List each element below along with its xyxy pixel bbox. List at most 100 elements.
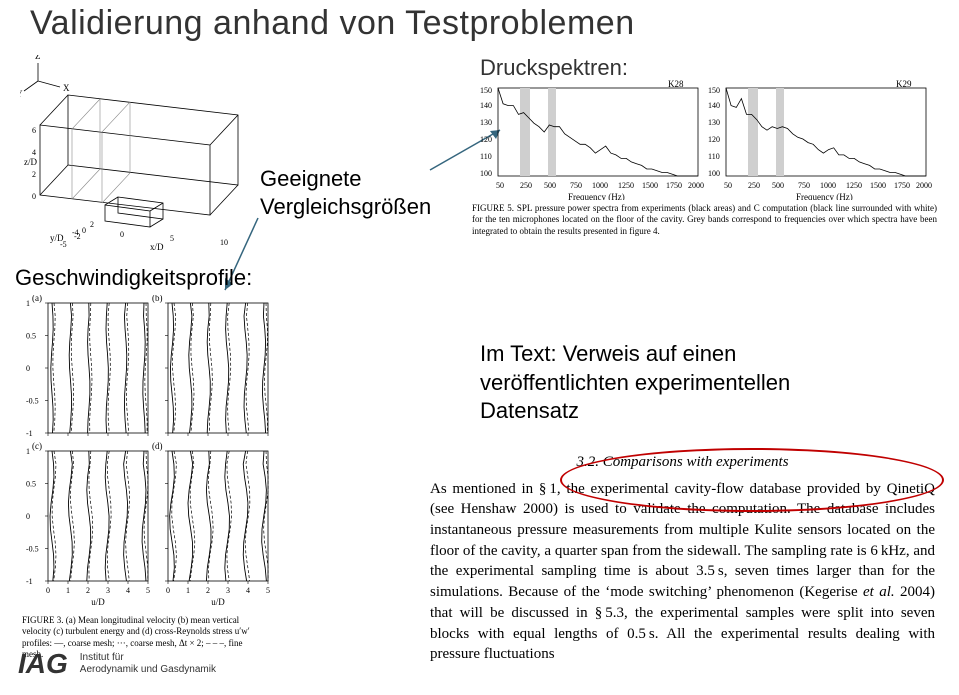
spectra-left-label: K28 — [668, 80, 684, 89]
svg-text:4: 4 — [246, 586, 250, 595]
svg-text:0: 0 — [26, 512, 30, 521]
svg-text:250: 250 — [520, 181, 532, 190]
svg-text:500: 500 — [772, 181, 784, 190]
svg-text:-1: -1 — [26, 577, 33, 586]
svg-text:5: 5 — [146, 586, 150, 595]
svg-text:1250: 1250 — [618, 181, 634, 190]
svg-text:100: 100 — [480, 169, 492, 178]
geom-ztick-0: 0 — [32, 192, 36, 201]
svg-text:u/D: u/D — [91, 597, 105, 607]
svg-text:z/D: z/D — [20, 509, 22, 522]
svg-text:-0.5: -0.5 — [26, 545, 39, 554]
svg-text:0.5: 0.5 — [26, 480, 36, 489]
svg-text:(d): (d) — [152, 441, 163, 451]
svg-text:0: 0 — [46, 586, 50, 595]
iag-text: Institut für Aerodynamik und Gasdynamik — [80, 652, 216, 677]
svg-text:140: 140 — [480, 101, 492, 110]
svg-text:(a): (a) — [32, 295, 42, 303]
svg-text:1: 1 — [26, 299, 30, 308]
geometry-figure: X Y Z 6 4 2 0 z/D -4 0 — [20, 55, 270, 250]
geom-ytick-n2: -2 — [74, 232, 81, 241]
svg-text:0: 0 — [166, 586, 170, 595]
svg-text:1750: 1750 — [666, 181, 682, 190]
svg-text:1500: 1500 — [642, 181, 658, 190]
spectra-xlabel-left: Frequency (Hz) — [568, 192, 625, 200]
svg-text:1: 1 — [26, 447, 30, 456]
label-geeignete: Geeignete Vergleichsgrößen — [260, 165, 431, 220]
profiles-figure: (a) -1 -0.5 0 0.5 1 z/D (b) (c) -1 -0.5 0 0.5 1 z/D 0 1 2… — [20, 295, 280, 615]
footer-iag: IAG Institut für Aerodynamik und Gasdyna… — [18, 648, 216, 680]
svg-text:150: 150 — [480, 86, 492, 95]
svg-text:1250: 1250 — [846, 181, 862, 190]
slide-root: Validierung anhand von Testproblemen Dru… — [0, 0, 959, 695]
hint-line-1: Im Text: Verweis auf einen — [480, 341, 736, 366]
svg-text:5: 5 — [266, 586, 270, 595]
label-profiles: Geschwindigkeitsprofile: — [15, 265, 252, 291]
svg-text:z/D: z/D — [20, 361, 22, 374]
spectra-xlabel-right: Frequency (Hz) — [796, 192, 853, 200]
svg-text:130: 130 — [480, 118, 492, 127]
iag-logo: IAG — [18, 648, 68, 680]
svg-text:120: 120 — [708, 135, 720, 144]
svg-text:1000: 1000 — [820, 181, 836, 190]
label-druckspektren: Druckspektren: — [480, 55, 628, 81]
geom-ztick-2: 2 — [32, 170, 36, 179]
svg-text:0: 0 — [26, 364, 30, 373]
svg-text:100: 100 — [708, 169, 720, 178]
svg-text:1750: 1750 — [894, 181, 910, 190]
iag-line2: Aerodynamik und Gasdynamik — [80, 664, 216, 675]
svg-text:1: 1 — [186, 586, 190, 595]
text-hint: Im Text: Verweis auf einen veröffentlich… — [480, 340, 900, 426]
hint-line-3: Datensatz — [480, 398, 579, 423]
geom-ztick-4: 4 — [32, 148, 36, 157]
svg-text:0.5: 0.5 — [26, 332, 36, 341]
svg-text:150: 150 — [708, 86, 720, 95]
paragraph-body-1: As mentioned in § 1, the experimental ca… — [430, 481, 935, 600]
paragraph-excerpt: 3.2. Comparisons with experiments As men… — [430, 452, 935, 665]
geom-xtick-5: 5 — [170, 234, 174, 243]
axis-z-label: Z — [35, 55, 41, 61]
svg-text:140: 140 — [708, 101, 720, 110]
geom-yd-label: y/D — [50, 233, 64, 243]
paragraph-heading: 3.2. Comparisons with experiments — [430, 452, 935, 473]
geom-ytick-2: 2 — [90, 220, 94, 229]
svg-text:(c): (c) — [32, 441, 42, 451]
svg-text:3: 3 — [226, 586, 230, 595]
geom-ztick-6: 6 — [32, 126, 36, 135]
svg-text:1000: 1000 — [592, 181, 608, 190]
spectra-right-label: K29 — [896, 80, 912, 89]
geom-zd-label: z/D — [24, 157, 37, 167]
svg-text:1500: 1500 — [870, 181, 886, 190]
svg-text:2000: 2000 — [688, 181, 704, 190]
geom-xtick-0: 0 — [120, 230, 124, 239]
iag-line1: Institut für — [80, 652, 124, 663]
svg-text:-1: -1 — [26, 429, 33, 438]
svg-text:120: 120 — [480, 135, 492, 144]
label-geeignete-2: Vergleichsgrößen — [260, 194, 431, 219]
spectra-figure: 100 110 120 130 140 150 50 250 500 750 1… — [470, 80, 940, 200]
svg-text:-0.5: -0.5 — [26, 397, 39, 406]
svg-text:750: 750 — [570, 181, 582, 190]
svg-text:1: 1 — [66, 586, 70, 595]
geom-xd-label: x/D — [150, 242, 164, 250]
svg-text:250: 250 — [748, 181, 760, 190]
svg-text:4: 4 — [126, 586, 130, 595]
svg-text:2: 2 — [206, 586, 210, 595]
svg-text:750: 750 — [798, 181, 810, 190]
svg-text:u/D: u/D — [211, 597, 225, 607]
svg-text:50: 50 — [724, 181, 732, 190]
svg-text:110: 110 — [708, 152, 720, 161]
spectra-caption: FIGURE 5. SPL pressure power spectra fro… — [472, 203, 937, 237]
svg-text:130: 130 — [708, 118, 720, 127]
geom-xtick-10: 10 — [220, 238, 228, 247]
svg-text:2000: 2000 — [916, 181, 932, 190]
axis-x-label: X — [63, 83, 70, 93]
paragraph-italic: et al. — [863, 584, 895, 600]
svg-text:3: 3 — [106, 586, 110, 595]
hint-line-2: veröffentlichten experimentellen — [480, 370, 790, 395]
svg-text:110: 110 — [480, 152, 492, 161]
svg-text:50: 50 — [496, 181, 504, 190]
slide-title: Validierung anhand von Testproblemen — [30, 4, 939, 43]
svg-text:(b): (b) — [152, 295, 163, 303]
svg-text:2: 2 — [86, 586, 90, 595]
